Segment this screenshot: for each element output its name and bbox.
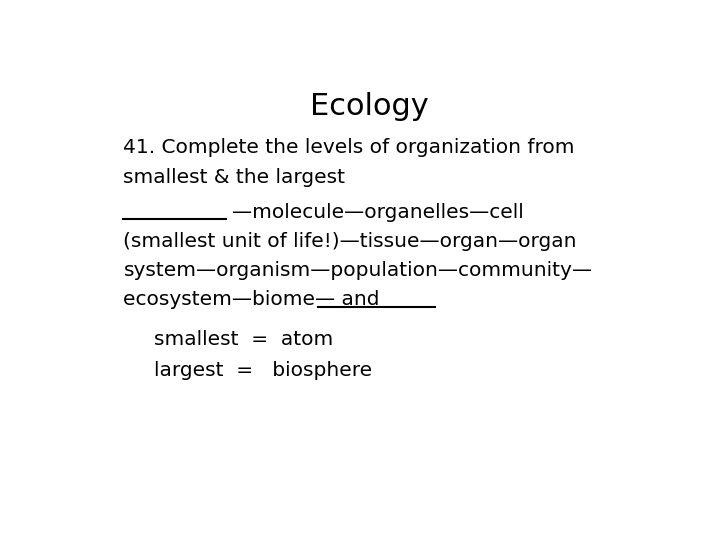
Text: smallest  =  atom: smallest = atom — [154, 330, 333, 349]
Text: ecosystem—biome— and: ecosystem—biome— and — [124, 290, 380, 309]
Text: (smallest unit of life!)—tissue—organ—organ: (smallest unit of life!)—tissue—organ—or… — [124, 232, 577, 251]
Text: system—organism—population—community—: system—organism—population—community— — [124, 261, 593, 280]
Text: smallest & the largest: smallest & the largest — [124, 167, 346, 186]
Text: Ecology: Ecology — [310, 92, 428, 121]
Text: 41. Complete the levels of organization from: 41. Complete the levels of organization … — [124, 138, 575, 158]
Text: largest  =   biosphere: largest = biosphere — [154, 361, 372, 380]
Text: —molecule—organelles—cell: —molecule—organelles—cell — [233, 203, 524, 222]
